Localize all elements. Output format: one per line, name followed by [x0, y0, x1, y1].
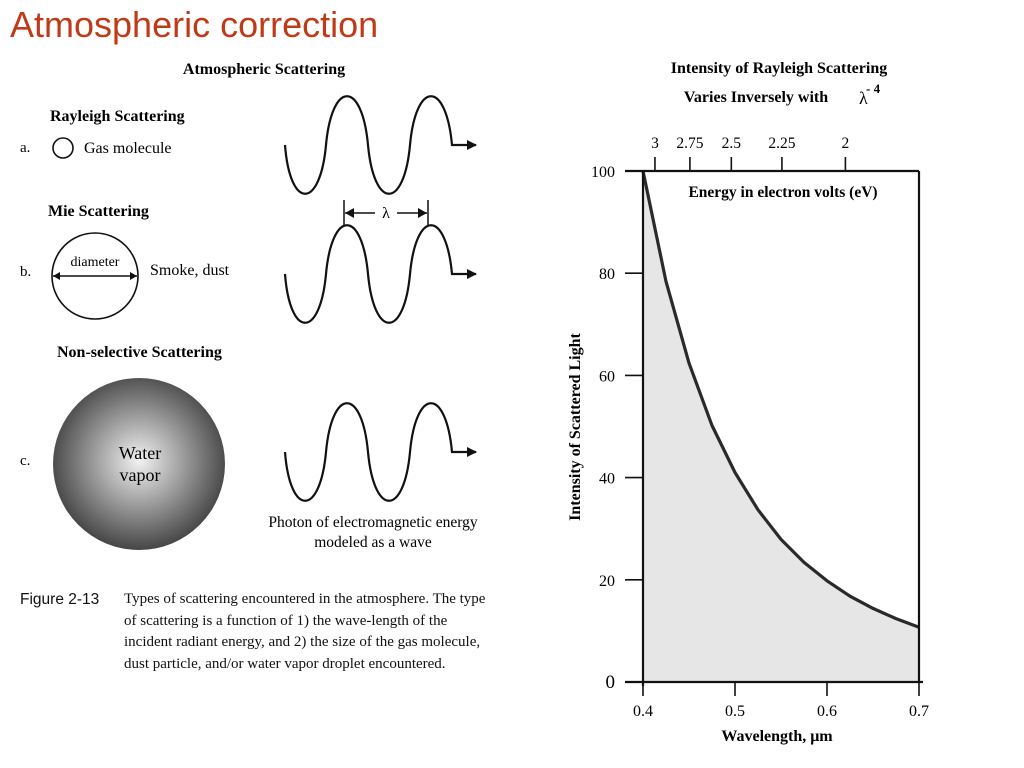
vapor-label: vapor — [120, 465, 161, 485]
chart-layer: 0 20 40 60 80 100 0.4 0.5 0.6 0.7 3 2.75 2.5 2.25 2 — [591, 135, 929, 720]
y-tick-label: 60 — [599, 368, 615, 385]
nonselective-title: Non-selective Scattering — [57, 344, 222, 361]
mie-letter: b. — [20, 264, 31, 280]
slide-title: Atmospheric correction — [10, 4, 379, 45]
y-tick-label: 80 — [599, 266, 615, 283]
mie-title: Mie Scattering — [48, 203, 149, 220]
top-tick-label: 2 — [842, 135, 850, 152]
y-tick-label: 0 — [606, 672, 616, 693]
wave-c — [283, 402, 477, 502]
x-tick-label: 0.4 — [633, 703, 653, 720]
nonselective-letter: c. — [20, 453, 30, 469]
y-tick-label: 20 — [599, 573, 615, 590]
scattering-area — [643, 171, 919, 682]
chart-title: Intensity of Rayleigh Scattering — [671, 60, 887, 77]
figure-number: Figure 2-13 — [20, 591, 100, 608]
gas-molecule-circle — [52, 137, 74, 159]
x-tick-label: 0.5 — [725, 703, 745, 720]
lambda-symbol: λ — [382, 205, 390, 222]
diameter-label: diameter — [71, 255, 120, 270]
wave-a — [283, 95, 477, 195]
mie-label: Smoke, dust — [150, 262, 230, 279]
top-axis-label: Energy in electron volts (eV) — [688, 184, 877, 201]
photon-caption-line2: modeled as a wave — [314, 534, 432, 551]
top-tick-label: 3 — [651, 135, 659, 152]
scattering-heading: Atmospheric Scattering — [183, 61, 345, 78]
wave-b — [283, 224, 477, 324]
scattering-diagram: Atmospheric Scattering Rayleigh Scatteri… — [20, 61, 478, 551]
water-vapor-sphere — [53, 378, 225, 550]
x-axis-label: Wavelength, μm — [721, 728, 833, 745]
y-axis-label: Intensity of Scattered Light — [567, 332, 584, 520]
x-tick-label: 0.7 — [909, 703, 929, 720]
lambda-arrowheads — [345, 208, 427, 218]
figure-caption: Types of scattering encountered in the a… — [124, 591, 486, 672]
rayleigh-title: Rayleigh Scattering — [50, 108, 185, 125]
y-tick-label: 40 — [599, 471, 615, 488]
rayleigh-label: Gas molecule — [84, 140, 172, 157]
top-tick-label: 2.5 — [722, 135, 742, 152]
chart-subtitle: Varies Inversely with — [684, 89, 828, 106]
scattering-curve — [641, 170, 920, 629]
top-tick-label: 2.25 — [768, 135, 795, 152]
mie-particle-circle — [51, 232, 139, 320]
chart-subtitle-lambda: λ — [859, 88, 868, 108]
chart-subtitle-exponent: - 4 — [866, 81, 881, 96]
photon-caption-line1: Photon of electromagnetic energy — [268, 514, 478, 531]
top-tick-label: 2.75 — [676, 135, 703, 152]
rayleigh-letter: a. — [20, 140, 30, 156]
x-tick-label: 0.6 — [817, 703, 837, 720]
water-label: Water — [119, 443, 162, 463]
y-tick-label: 100 — [591, 164, 615, 181]
